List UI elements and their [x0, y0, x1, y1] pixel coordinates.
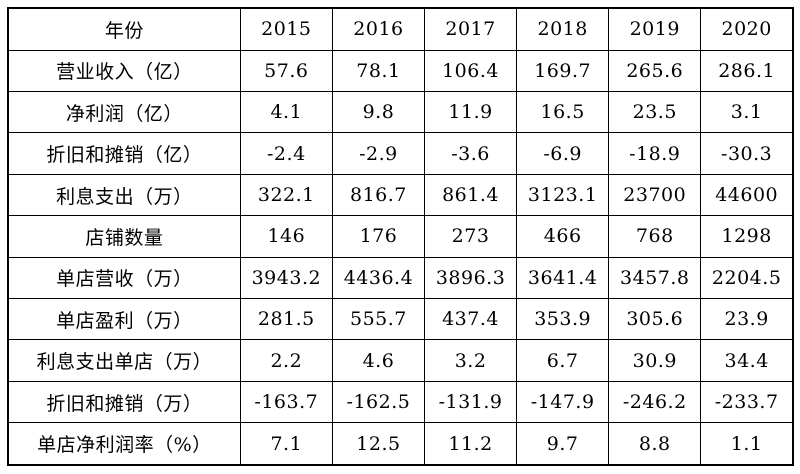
- table-header-row: 年份 2015 2016 2017 2018 2019 2020: [7, 7, 794, 51]
- table-row-depreciation-amortization-yi: 折旧和摊销（亿） -2.4 -2.9 -3.6 -6.9 -18.9 -30.3: [7, 132, 794, 175]
- cell-value: -246.2: [608, 380, 702, 424]
- row-label: 店铺数量: [7, 215, 241, 258]
- cell-value: 7.1: [239, 422, 333, 466]
- cell-value: 11.9: [423, 91, 518, 134]
- cell-value: 23700: [608, 173, 702, 217]
- cell-value: -131.9: [423, 380, 518, 424]
- cell-value: 44600: [700, 173, 794, 217]
- cell-value: 3896.3: [423, 256, 518, 300]
- cell-value: 169.7: [516, 49, 610, 93]
- row-label: 单店盈利（万）: [7, 298, 241, 341]
- cell-value: 4.6: [331, 339, 426, 382]
- table-row-interest-per-store: 利息支出单店（万） 2.2 4.6 3.2 6.7 30.9 34.4: [7, 339, 794, 382]
- header-year-2018: 2018: [516, 7, 610, 51]
- table-row-per-store-revenue: 单店营收（万） 3943.2 4436.4 3896.3 3641.4 3457…: [7, 256, 794, 300]
- table-row-per-store-profit: 单店盈利（万） 281.5 555.7 437.4 353.9 305.6 23…: [7, 298, 794, 341]
- cell-value: 16.5: [516, 91, 610, 134]
- row-label: 单店营收（万）: [7, 256, 241, 300]
- table-row-net-profit: 净利润（亿） 4.1 9.8 11.9 16.5 23.5 3.1: [7, 91, 794, 134]
- cell-value: 30.9: [608, 339, 702, 382]
- cell-value: 3.2: [423, 339, 518, 382]
- cell-value: 1.1: [700, 422, 794, 466]
- table-row-per-store-net-margin: 单店净利润率（%） 7.1 12.5 11.2 9.7 8.8 1.1: [7, 422, 794, 466]
- row-label: 营业收入（亿）: [7, 49, 241, 93]
- cell-value: 6.7: [516, 339, 610, 382]
- cell-value: 176: [331, 215, 426, 258]
- cell-value: 34.4: [700, 339, 794, 382]
- cell-value: 286.1: [700, 49, 794, 93]
- cell-value: 3641.4: [516, 256, 610, 300]
- cell-value: 8.8: [608, 422, 702, 466]
- cell-value: -30.3: [700, 132, 794, 175]
- cell-value: 281.5: [239, 298, 333, 341]
- cell-value: 106.4: [423, 49, 518, 93]
- cell-value: -233.7: [700, 380, 794, 424]
- cell-value: 3.1: [700, 91, 794, 134]
- cell-value: -2.9: [331, 132, 426, 175]
- table-row-depreciation-amortization-wan: 折旧和摊销（万） -163.7 -162.5 -131.9 -147.9 -24…: [7, 380, 794, 424]
- cell-value: 353.9: [516, 298, 610, 341]
- cell-value: -3.6: [423, 132, 518, 175]
- cell-value: 9.7: [516, 422, 610, 466]
- cell-value: 4436.4: [331, 256, 426, 300]
- cell-value: 816.7: [331, 173, 426, 217]
- header-year-2017: 2017: [423, 7, 518, 51]
- cell-value: -18.9: [608, 132, 702, 175]
- header-label-year: 年份: [7, 7, 241, 51]
- header-year-2019: 2019: [608, 7, 702, 51]
- cell-value: 466: [516, 215, 610, 258]
- cell-value: 3123.1: [516, 173, 610, 217]
- cell-value: -162.5: [331, 380, 426, 424]
- cell-value: 11.2: [423, 422, 518, 466]
- row-label: 净利润（亿）: [7, 91, 241, 134]
- cell-value: 2.2: [239, 339, 333, 382]
- cell-value: 273: [423, 215, 518, 258]
- table-row-revenue: 营业收入（亿） 57.6 78.1 106.4 169.7 265.6 286.…: [7, 49, 794, 93]
- header-year-2015: 2015: [239, 7, 333, 51]
- table-row-store-count: 店铺数量 146 176 273 466 768 1298: [7, 215, 794, 258]
- cell-value: 4.1: [239, 91, 333, 134]
- row-label: 折旧和摊销（亿）: [7, 132, 241, 175]
- cell-value: -6.9: [516, 132, 610, 175]
- cell-value: 437.4: [423, 298, 518, 341]
- header-year-2020: 2020: [700, 7, 794, 51]
- cell-value: 861.4: [423, 173, 518, 217]
- cell-value: -147.9: [516, 380, 610, 424]
- cell-value: 23.9: [700, 298, 794, 341]
- cell-value: 768: [608, 215, 702, 258]
- header-year-2016: 2016: [331, 7, 426, 51]
- cell-value: 3457.8: [608, 256, 702, 300]
- financial-metrics-table: 年份 2015 2016 2017 2018 2019 2020 营业收入（亿）…: [7, 7, 794, 466]
- cell-value: 3943.2: [239, 256, 333, 300]
- cell-value: 12.5: [331, 422, 426, 466]
- cell-value: 9.8: [331, 91, 426, 134]
- cell-value: 555.7: [331, 298, 426, 341]
- cell-value: 1298: [700, 215, 794, 258]
- cell-value: -2.4: [239, 132, 333, 175]
- cell-value: 2204.5: [700, 256, 794, 300]
- cell-value: 78.1: [331, 49, 426, 93]
- cell-value: 23.5: [608, 91, 702, 134]
- row-label: 折旧和摊销（万）: [7, 380, 241, 424]
- row-label: 利息支出单店（万）: [7, 339, 241, 382]
- cell-value: 57.6: [239, 49, 333, 93]
- cell-value: 146: [239, 215, 333, 258]
- cell-value: 265.6: [608, 49, 702, 93]
- cell-value: 305.6: [608, 298, 702, 341]
- row-label: 利息支出（万）: [7, 173, 241, 217]
- cell-value: 322.1: [239, 173, 333, 217]
- cell-value: -163.7: [239, 380, 333, 424]
- row-label: 单店净利润率（%）: [7, 422, 241, 466]
- table-row-interest-expense: 利息支出（万） 322.1 816.7 861.4 3123.1 23700 4…: [7, 173, 794, 217]
